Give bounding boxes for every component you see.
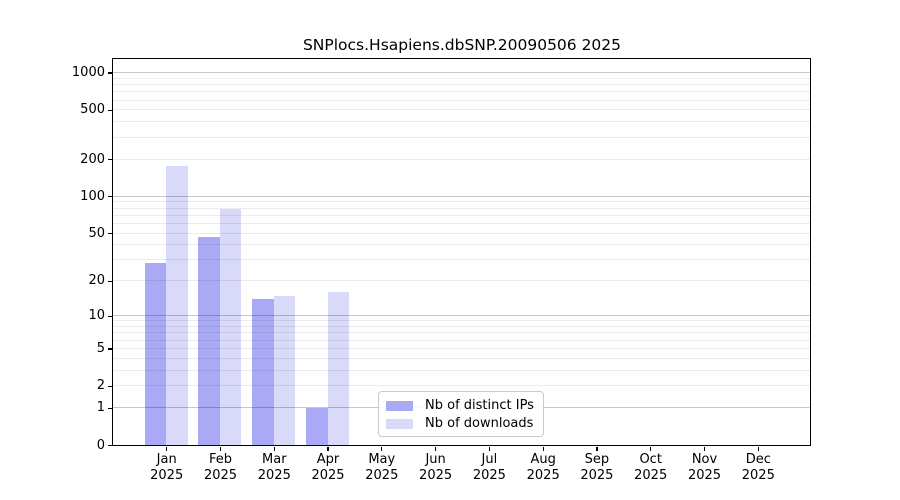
y-tick-label: 20 <box>88 273 105 289</box>
y-tick <box>108 72 112 74</box>
x-tick <box>542 446 544 451</box>
x-tick <box>650 446 652 451</box>
legend: Nb of distinct IPs Nb of downloads <box>378 391 544 437</box>
y-tick-label: 5 <box>96 340 105 356</box>
minor-gridline <box>113 232 810 234</box>
y-tick-label: 0 <box>96 437 105 453</box>
x-tick-label: Sep 2025 <box>580 452 614 483</box>
x-tick <box>327 446 329 451</box>
x-tick <box>488 446 491 451</box>
x-tick <box>435 446 437 451</box>
major-gridline <box>113 72 810 73</box>
minor-gridline <box>113 158 810 160</box>
y-tick <box>108 444 112 447</box>
x-tick-label: Jun 2025 <box>419 452 453 483</box>
bar-downloads <box>273 295 296 445</box>
y-tick <box>108 232 112 235</box>
y-tick <box>108 315 112 317</box>
major-gridline <box>113 195 810 197</box>
bar-downloads <box>166 165 188 445</box>
bar-distinct-ips <box>252 299 274 445</box>
y-tick-label: 100 <box>80 188 105 204</box>
minor-gridline <box>113 109 810 111</box>
minor-gridline <box>113 136 810 138</box>
y-tick <box>108 109 112 111</box>
y-tick-label: 50 <box>88 225 105 241</box>
y-tick-label: 500 <box>80 102 105 118</box>
y-tick <box>108 407 112 409</box>
x-tick-label: Apr 2025 <box>311 452 345 483</box>
bar-downloads <box>219 209 242 445</box>
x-tick-label: Jan 2025 <box>150 452 184 483</box>
legend-item-downloads: Nb of downloads <box>386 415 535 433</box>
minor-gridline <box>113 91 810 93</box>
bar-downloads <box>327 292 350 445</box>
y-tick <box>108 196 112 198</box>
minor-gridline <box>113 207 810 209</box>
x-tick-label: Feb 2025 <box>203 452 238 483</box>
minor-gridline <box>113 214 810 216</box>
y-tick-label: 200 <box>80 151 105 167</box>
x-tick <box>166 446 168 451</box>
chart-title: SNPlocs.Hsapiens.dbSNP.20090506 2025 <box>302 36 622 54</box>
bar-distinct-ips <box>306 407 328 445</box>
x-tick <box>596 446 598 451</box>
x-tick <box>757 446 759 451</box>
y-tick-label: 10 <box>88 308 105 324</box>
x-tick-label: Nov 2025 <box>687 452 722 483</box>
y-tick <box>108 348 112 350</box>
x-tick <box>219 446 222 451</box>
x-tick-label: May 2025 <box>365 452 399 483</box>
minor-gridline <box>113 222 810 224</box>
y-tick-label: 1000 <box>71 65 105 80</box>
legend-swatch-distinct-ips <box>386 401 413 411</box>
y-tick-label: 1 <box>96 400 105 416</box>
legend-label-downloads: Nb of downloads <box>425 416 534 431</box>
x-tick-label: Aug 2025 <box>526 452 560 483</box>
minor-gridline <box>113 77 810 79</box>
x-tick-label: Oct 2025 <box>634 452 668 483</box>
legend-label-distinct-ips: Nb of distinct IPs <box>425 398 534 413</box>
y-tick <box>108 280 112 283</box>
minor-gridline <box>113 84 810 85</box>
minor-gridline <box>113 201 810 203</box>
y-tick <box>108 385 112 387</box>
x-tick <box>273 446 275 451</box>
y-tick-label: 2 <box>96 378 105 394</box>
minor-gridline <box>113 121 810 123</box>
legend-item-distinct-ips: Nb of distinct IPs <box>386 397 535 415</box>
legend-swatch-downloads <box>386 419 413 429</box>
x-tick <box>703 446 706 451</box>
bar-distinct-ips <box>144 263 167 445</box>
plot-area <box>112 58 811 446</box>
x-tick-label: Jul 2025 <box>472 452 506 483</box>
y-tick <box>108 159 112 161</box>
x-tick <box>381 446 383 451</box>
minor-gridline <box>113 99 810 101</box>
x-tick-label: Mar 2025 <box>257 452 291 483</box>
bar-distinct-ips <box>198 237 220 445</box>
x-tick-label: Dec 2025 <box>741 452 775 483</box>
